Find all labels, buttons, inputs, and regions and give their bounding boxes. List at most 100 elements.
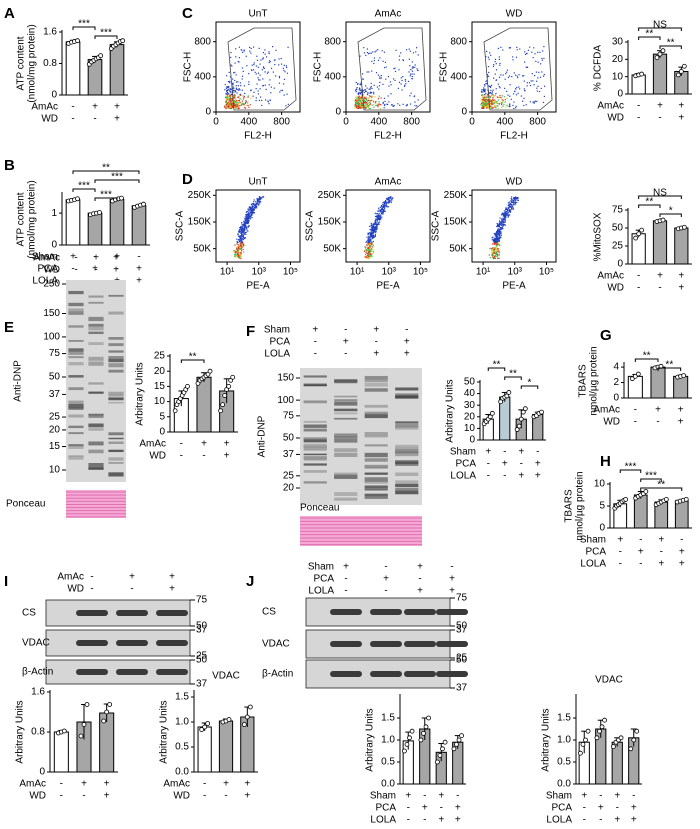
event-dot — [482, 103, 485, 105]
event-dot — [239, 226, 241, 229]
event-dot — [241, 225, 243, 228]
event-dot — [494, 246, 496, 249]
event-dot — [481, 100, 483, 102]
event-dot — [378, 88, 380, 90]
event-dot — [370, 245, 372, 247]
y-tick-label: 400 — [450, 71, 467, 82]
event-dot — [237, 105, 239, 107]
event-dot — [367, 232, 369, 234]
condition-sign: - — [180, 439, 183, 450]
event-dot — [500, 74, 502, 76]
event-dot — [361, 104, 363, 106]
event-dot — [239, 89, 241, 91]
event-dot — [376, 216, 378, 218]
event-dot — [257, 202, 259, 204]
event-dot — [268, 61, 270, 64]
event-dot — [238, 248, 240, 250]
event-dot — [507, 215, 510, 217]
event-dot — [382, 83, 384, 85]
event-dot — [488, 92, 490, 94]
event-dot — [497, 233, 499, 235]
event-dot — [368, 92, 370, 94]
condition-sign: + — [169, 584, 175, 595]
event-dot — [358, 97, 361, 100]
condition-sign: + — [518, 447, 524, 458]
event-dot — [374, 212, 376, 214]
data-point — [654, 55, 660, 60]
event-dot — [380, 97, 382, 99]
event-dot — [507, 216, 509, 218]
event-dot — [278, 64, 280, 66]
event-dot — [539, 76, 542, 78]
y-tick-label: 20 — [464, 411, 476, 422]
event-dot — [405, 49, 408, 51]
y-tick-label: 50K — [449, 243, 467, 254]
event-dot — [514, 74, 517, 76]
blot-band — [108, 397, 124, 401]
event-dot — [369, 52, 371, 54]
event-dot — [501, 220, 503, 222]
event-dot — [261, 69, 263, 71]
event-dot — [240, 256, 242, 258]
event-dot — [258, 204, 260, 206]
event-dot — [228, 98, 231, 100]
event-dot — [380, 209, 382, 211]
event-dot — [240, 230, 242, 232]
event-dot — [365, 257, 367, 259]
x-axis-label: PE-A — [502, 281, 526, 292]
event-dot — [496, 244, 499, 246]
event-dot — [382, 102, 384, 105]
event-dot — [366, 255, 368, 257]
blot-band — [88, 382, 104, 385]
event-dot — [512, 208, 514, 210]
event-dot — [510, 200, 512, 202]
event-dot — [260, 196, 262, 199]
event-dot — [539, 51, 541, 53]
event-dot — [247, 95, 249, 97]
event-dot — [497, 47, 499, 50]
blot-band — [404, 609, 436, 615]
data-point — [522, 406, 528, 412]
event-dot — [235, 250, 237, 252]
data-point — [75, 38, 80, 44]
bar — [674, 227, 689, 265]
data-point — [618, 735, 624, 741]
condition-sign: + — [114, 252, 120, 263]
event-dot — [370, 100, 372, 102]
event-dot — [505, 106, 507, 108]
event-dot — [416, 47, 418, 49]
event-dot — [371, 229, 373, 231]
condition-name: WD — [607, 113, 624, 124]
blot-band — [303, 420, 327, 423]
event-dot — [244, 228, 246, 231]
event-dot — [535, 71, 538, 73]
event-dot — [370, 92, 372, 94]
event-dot — [268, 51, 270, 53]
event-dot — [481, 89, 483, 91]
event-dot — [226, 99, 228, 101]
event-dot — [482, 91, 484, 93]
event-dot — [494, 255, 496, 257]
event-dot — [224, 89, 226, 91]
event-dot — [253, 212, 255, 214]
event-dot — [365, 256, 367, 258]
blot-band — [364, 444, 388, 447]
event-dot — [237, 103, 239, 106]
event-dot — [247, 222, 249, 225]
event-dot — [484, 101, 487, 104]
event-dot — [510, 196, 513, 198]
row-label: β-Actin — [22, 667, 53, 678]
event-dot — [402, 103, 404, 105]
event-dot — [494, 248, 496, 250]
condition-name: AmAc — [139, 439, 166, 450]
event-dot — [504, 216, 506, 218]
data-point — [435, 759, 440, 765]
event-dot — [236, 242, 238, 244]
event-dot — [487, 56, 489, 58]
event-dot — [495, 92, 497, 95]
event-dot — [231, 103, 233, 105]
event-dot — [237, 252, 239, 254]
event-dot — [380, 77, 382, 79]
event-dot — [382, 212, 384, 214]
condition-sign: + — [617, 535, 623, 546]
